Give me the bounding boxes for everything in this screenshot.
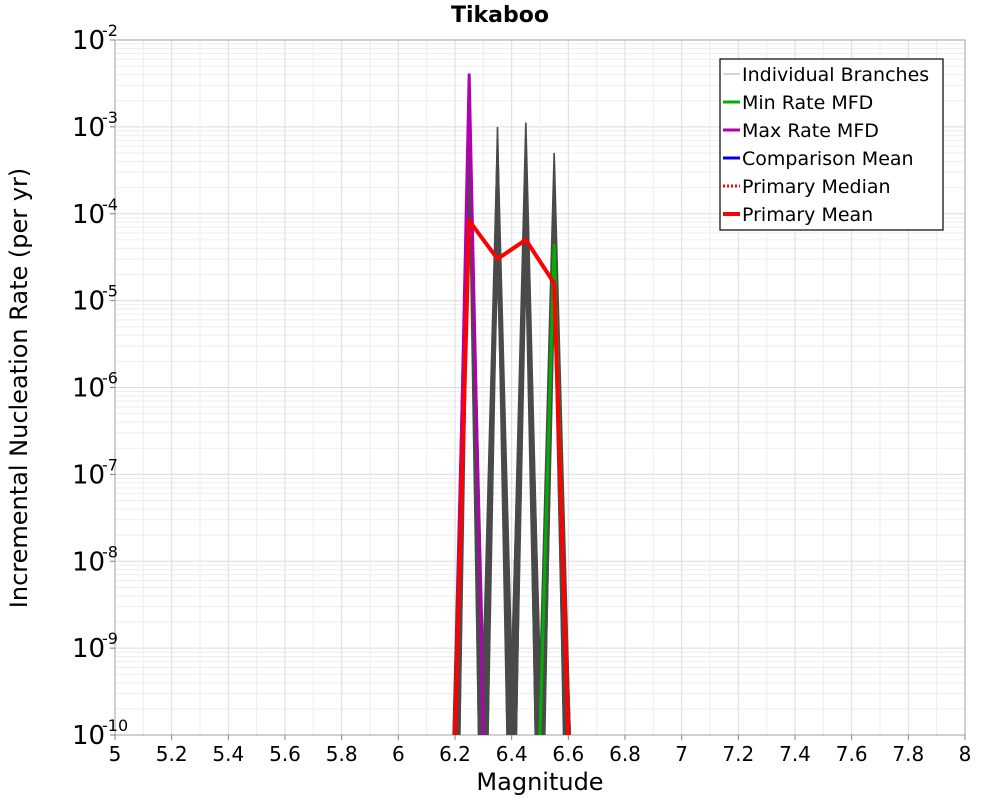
x-tick-label: 7.6 [836, 742, 868, 766]
y-axis-ticks: 10-210-310-410-510-610-710-810-910-10 [72, 21, 128, 751]
x-tick-label: 5.4 [212, 742, 244, 766]
x-tick-label: 6.2 [439, 742, 471, 766]
x-tick-label: 5.6 [269, 742, 301, 766]
branch-curve [484, 265, 511, 736]
legend-label: Primary Median [742, 176, 891, 198]
y-tick-label: 10 [72, 113, 105, 143]
x-tick-label: 8 [959, 742, 972, 766]
legend-label: Primary Mean [742, 204, 873, 226]
branch-curve [458, 170, 480, 736]
legend-label: Min Rate MFD [742, 92, 873, 114]
y-tick-exponent: -2 [102, 21, 118, 40]
legend-label: Comparison Mean [742, 148, 914, 170]
x-tick-label: 6.8 [609, 742, 641, 766]
x-tick-label: 5.2 [156, 742, 188, 766]
x-tick-label: 5.8 [326, 742, 358, 766]
x-tick-label: 7.4 [779, 742, 811, 766]
x-axis-ticks: 5 5.2 5.4 5.6 5.8 6 6.2 6.4 6.6 6.8 7 7.2 7.4 7.6 7.8 8 [109, 735, 972, 766]
legend: Individual Branches Min Rate MFD Max Rate … [719, 58, 944, 231]
branch-curve [480, 255, 515, 736]
y-tick-exponent: -3 [102, 108, 118, 127]
x-tick-label: 6 [392, 742, 405, 766]
grid [114, 40, 966, 736]
y-tick-label: 10 [72, 547, 105, 577]
series-lines [453, 73, 571, 736]
y-tick-exponent: -9 [102, 629, 118, 648]
y-tick-exponent: -4 [102, 195, 118, 214]
legend-box [719, 58, 944, 231]
x-tick-label: 7.2 [722, 742, 754, 766]
branch-curve [510, 254, 542, 736]
y-tick-exponent: -6 [102, 369, 118, 388]
y-tick-label: 10 [72, 460, 105, 490]
branch-curve [482, 223, 513, 736]
chart-title: Tikaboo [451, 3, 549, 28]
branch-curve [487, 233, 508, 736]
y-tick-exponent: -8 [102, 542, 118, 561]
y-tick-label: 10 [72, 634, 105, 664]
branch-curve [480, 137, 515, 736]
x-tick-label: 5 [109, 742, 122, 766]
y-tick-exponent: -7 [102, 455, 118, 474]
x-tick-label: 7 [675, 742, 688, 766]
y-tick-label: 10 [72, 26, 105, 56]
y-axis-label: Incremental Nucleation Rate (per yr) [5, 168, 33, 608]
x-axis-label: Magnitude [476, 768, 603, 796]
y-tick-label: 10 [72, 200, 105, 230]
x-tick-label: 6.6 [552, 742, 584, 766]
y-tick-label: 10 [72, 374, 105, 404]
x-tick-label: 6.4 [496, 742, 528, 766]
legend-label: Individual Branches [742, 64, 929, 86]
y-tick-label: 10 [72, 721, 105, 751]
primary-mean-line [453, 218, 571, 736]
legend-label: Max Rate MFD [742, 120, 879, 142]
y-tick-exponent: -5 [102, 282, 118, 301]
branch-curve [515, 265, 537, 736]
x-tick-label: 7.8 [892, 742, 924, 766]
y-tick-label: 10 [72, 287, 105, 317]
y-tick-exponent: -10 [102, 716, 128, 735]
